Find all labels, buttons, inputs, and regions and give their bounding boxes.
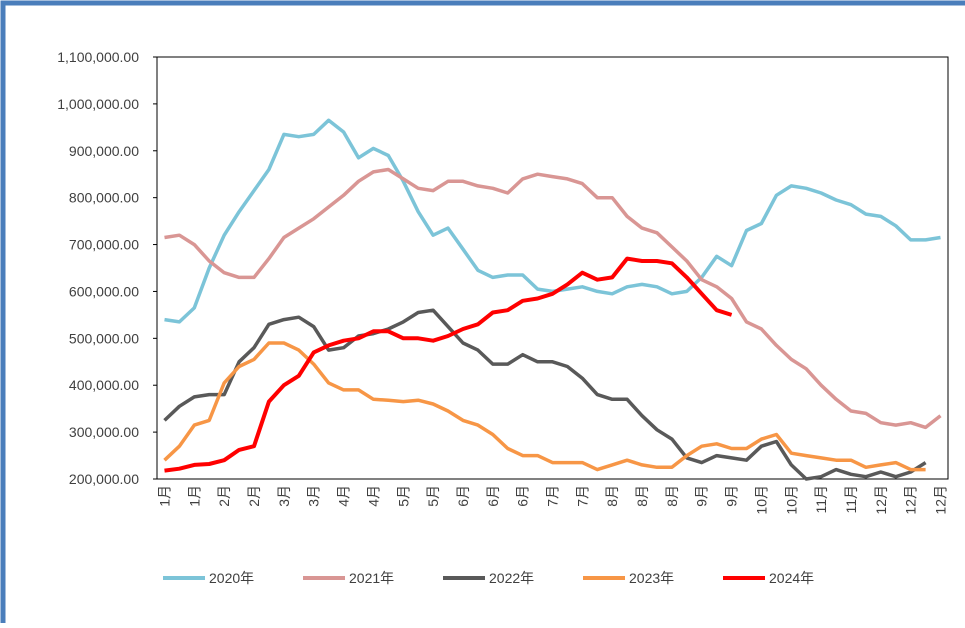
x-tick-label: 7月 bbox=[574, 485, 590, 507]
x-tick-label: 11月 bbox=[813, 485, 829, 514]
plot-area bbox=[156, 56, 949, 480]
series-line bbox=[163, 341, 926, 472]
y-tick-label: 800,000.00 bbox=[69, 190, 139, 206]
y-tick-label: 700,000.00 bbox=[69, 237, 139, 253]
x-tick-label: 10月 bbox=[753, 485, 769, 515]
x-tick-label: 10月 bbox=[783, 485, 799, 515]
x-tick-label: 5月 bbox=[395, 485, 411, 507]
y-tick-label: 200,000.00 bbox=[69, 471, 139, 487]
x-tick-label: 6月 bbox=[515, 485, 531, 507]
x-tick-label: 12月 bbox=[903, 485, 919, 515]
legend-label: 2023年 bbox=[629, 570, 674, 586]
x-tick-label: 8月 bbox=[664, 485, 680, 507]
legend-label: 2024年 bbox=[769, 570, 814, 586]
x-tick-label: 1月 bbox=[186, 485, 202, 507]
x-tick-label: 2月 bbox=[246, 485, 262, 507]
x-tick-label: 12月 bbox=[873, 485, 889, 515]
series-line bbox=[164, 118, 941, 324]
x-tick-label: 7月 bbox=[545, 485, 561, 507]
legend-label: 2022年 bbox=[489, 570, 534, 586]
x-tick-label: 4月 bbox=[336, 485, 352, 507]
series-line bbox=[163, 308, 927, 481]
x-tick-label: 11月 bbox=[843, 485, 859, 514]
x-tick-label: 9月 bbox=[724, 485, 740, 507]
y-tick-label: 1,100,000.00 bbox=[57, 49, 139, 65]
x-tick-label: 5月 bbox=[425, 485, 441, 507]
x-tick-label: 9月 bbox=[694, 485, 710, 507]
x-tick-label: 8月 bbox=[604, 485, 620, 507]
x-tick-label: 3月 bbox=[276, 485, 292, 507]
series-line bbox=[164, 256, 733, 473]
series-line bbox=[164, 167, 942, 430]
x-tick-label: 2月 bbox=[216, 485, 232, 507]
legend-label: 2021年 bbox=[349, 570, 394, 586]
y-tick-label: 900,000.00 bbox=[69, 143, 139, 159]
y-tick-label: 1,000,000.00 bbox=[57, 96, 139, 112]
y-tick-label: 500,000.00 bbox=[69, 330, 139, 346]
legend-label: 2020年 bbox=[209, 570, 254, 586]
x-tick-label: 6月 bbox=[455, 485, 471, 507]
x-tick-label: 8月 bbox=[634, 485, 650, 507]
x-tick-label: 3月 bbox=[306, 485, 322, 507]
y-tick-label: 300,000.00 bbox=[69, 424, 139, 440]
x-tick-label: 1月 bbox=[156, 485, 172, 507]
x-tick-label: 12月 bbox=[933, 485, 949, 515]
y-tick-label: 600,000.00 bbox=[69, 283, 139, 299]
y-tick-label: 400,000.00 bbox=[69, 377, 139, 393]
x-tick-label: 6月 bbox=[485, 485, 501, 507]
x-tick-label: 4月 bbox=[365, 485, 381, 507]
